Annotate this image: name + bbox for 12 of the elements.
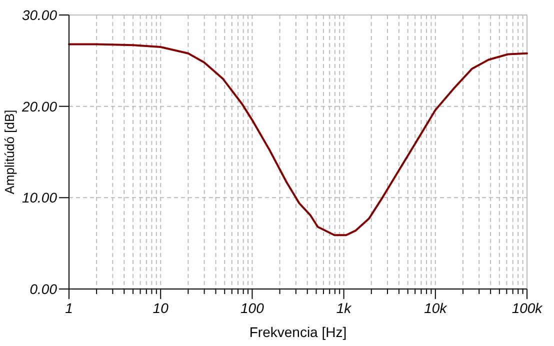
x-tick-label: 100k	[512, 300, 544, 316]
x-tick-label: 10	[152, 300, 169, 316]
y-tick-label: 30.00	[22, 7, 58, 23]
x-tick-label: 100	[240, 300, 264, 316]
x-tick-label: 1	[65, 300, 73, 316]
y-axis-title: Amplitúdó [dB]	[2, 110, 17, 194]
x-axis-title: Frekvencia [Hz]	[249, 324, 347, 340]
y-tick-label: 20.00	[20, 98, 58, 114]
y-tick-label: 0.00	[30, 281, 58, 297]
y-tick-label: 10.00	[22, 190, 58, 206]
x-tick-label: 1k	[336, 300, 352, 316]
x-tick-label: 10k	[424, 300, 448, 316]
